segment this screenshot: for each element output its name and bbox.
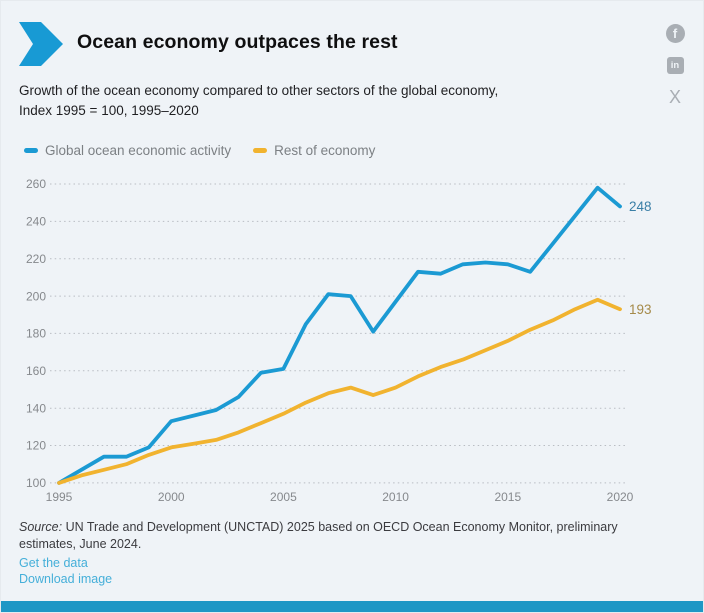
get-the-data-link[interactable]: Get the data bbox=[19, 556, 88, 570]
footer-links: Get the data Download image bbox=[19, 555, 112, 587]
rest-series-end-label: 193 bbox=[629, 302, 652, 317]
y-tick-label: 180 bbox=[26, 327, 46, 341]
y-tick-label: 140 bbox=[26, 401, 46, 415]
y-tick-label: 120 bbox=[26, 439, 46, 453]
linkedin-share-icon[interactable]: in bbox=[666, 57, 684, 74]
x-tick-label: 2000 bbox=[158, 490, 185, 504]
y-tick-label: 260 bbox=[26, 177, 46, 191]
x-tick-label: 1995 bbox=[46, 490, 73, 504]
rest-legend-swatch bbox=[253, 148, 268, 153]
y-tick-label: 240 bbox=[26, 215, 46, 229]
subtitle-line-2: Index 1995 = 100, 1995–2020 bbox=[19, 102, 199, 118]
share-buttons: f in X bbox=[665, 24, 685, 106]
source-text: UN Trade and Development (UNCTAD) 2025 b… bbox=[19, 520, 618, 551]
x-tick-label: 2010 bbox=[382, 490, 409, 504]
legend-item-ocean[interactable]: Global ocean economic activity bbox=[24, 143, 231, 158]
chevron-shape bbox=[19, 22, 63, 66]
facebook-share-icon[interactable]: f bbox=[665, 24, 685, 43]
subtitle-line-1: Growth of the ocean economy compared to … bbox=[19, 83, 499, 98]
source-label: Source: bbox=[19, 520, 63, 534]
y-tick-label: 100 bbox=[26, 476, 46, 490]
y-tick-label: 200 bbox=[26, 289, 46, 303]
ocean-series-line bbox=[57, 185, 622, 485]
x-share-icon[interactable]: X bbox=[668, 87, 681, 107]
ocean-legend-swatch bbox=[24, 148, 38, 153]
source-note: Source: UN Trade and Development (UNCTAD… bbox=[19, 519, 674, 552]
x-tick-label: 2020 bbox=[607, 490, 634, 504]
x-tick-label: 2015 bbox=[494, 490, 521, 504]
x-tick-label: 2005 bbox=[270, 490, 297, 504]
page-title: Ocean economy outpaces the rest bbox=[77, 31, 398, 53]
rest-series-line bbox=[57, 297, 622, 485]
chart-subtitle: Growth of the ocean economy compared to … bbox=[19, 81, 619, 120]
bottom-accent-bar bbox=[1, 601, 703, 612]
chevron-icon bbox=[19, 22, 63, 66]
download-image-link[interactable]: Download image bbox=[19, 572, 113, 586]
chart-legend: Global ocean economic activity Rest of e… bbox=[24, 143, 375, 158]
ocean-legend-label: Global ocean economic activity bbox=[45, 143, 232, 158]
y-tick-label: 220 bbox=[26, 252, 46, 266]
line-chart: 100 120 140 160 180 200 220 240 260 1995 2000 2005 2… bbox=[26, 177, 652, 504]
rest-legend-label: Rest of economy bbox=[274, 143, 376, 158]
y-tick-label: 160 bbox=[26, 364, 46, 378]
ocean-series-end-label: 248 bbox=[629, 199, 652, 214]
legend-item-rest[interactable]: Rest of economy bbox=[253, 143, 375, 158]
